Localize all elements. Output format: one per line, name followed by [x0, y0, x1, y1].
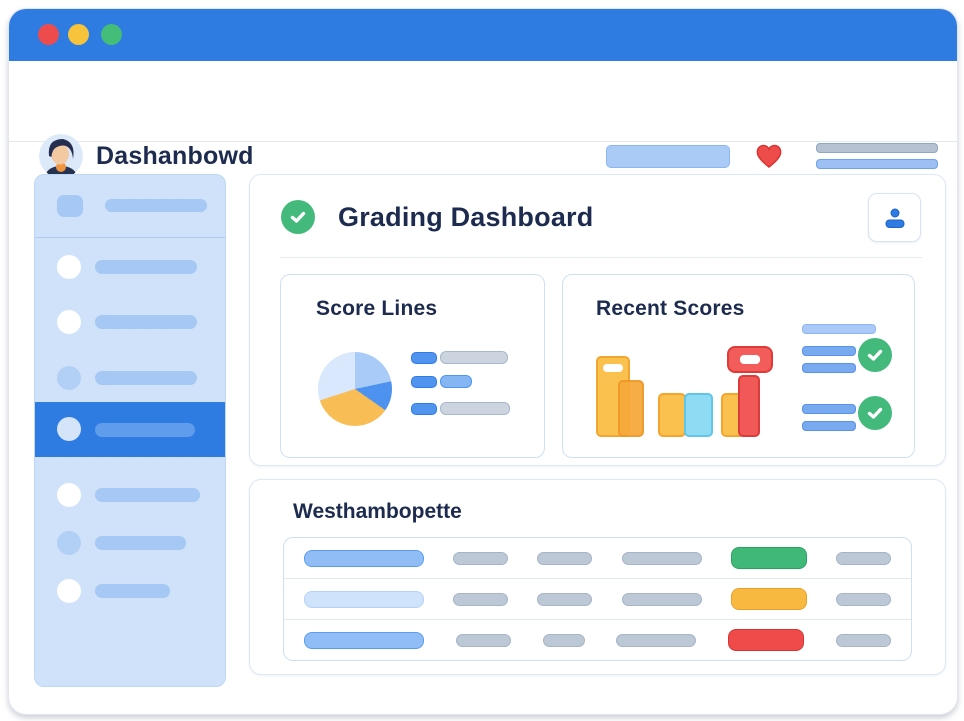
- badge-slot: [740, 355, 760, 364]
- sidebar-item-bullet: [57, 483, 81, 507]
- legend-pill: [411, 352, 437, 364]
- sidebar-item-label-placeholder: [95, 423, 195, 437]
- sidebar-item-bullet: [57, 255, 81, 279]
- sidebar-item-7[interactable]: [35, 567, 225, 615]
- user-avatar[interactable]: [39, 134, 83, 178]
- sidebar-item-label-placeholder: [95, 315, 197, 329]
- header-action-pill[interactable]: [606, 145, 730, 168]
- profile-button[interactable]: [868, 193, 921, 242]
- bar-yellow: [658, 393, 686, 437]
- page-title: Grading Dashboard: [338, 202, 594, 232]
- card-title: Recent Scores: [596, 297, 745, 320]
- status-badge-yellow: [730, 588, 807, 610]
- app-header: Dashanbowd: [9, 61, 957, 178]
- text-line-placeholder: [802, 324, 876, 334]
- text-line-placeholder: [802, 346, 856, 356]
- sidebar-item-bullet: [57, 417, 81, 441]
- table-panel: Westhambopette: [249, 479, 946, 675]
- status-badge-red: [728, 629, 805, 651]
- sidebar-item-label-placeholder: [95, 536, 186, 550]
- row-cell-placeholder: [455, 633, 511, 647]
- sidebar-item-bullet: [57, 531, 81, 555]
- table-row[interactable]: [284, 619, 911, 660]
- browser-window: Dashanbowd: [8, 8, 958, 715]
- text-line-placeholder: [802, 404, 856, 414]
- person-icon: [885, 208, 904, 228]
- sidebar-item-2[interactable]: [35, 298, 225, 346]
- row-label-placeholder: [304, 590, 424, 608]
- check-circle-icon: [858, 338, 892, 372]
- zoom-window-button[interactable]: [101, 24, 122, 45]
- score-lines-card: Score Lines: [280, 274, 545, 458]
- sidebar-item-4-active[interactable]: [35, 402, 225, 457]
- row-cell-placeholder: [453, 592, 509, 606]
- row-cell-placeholder: [542, 633, 585, 647]
- window-titlebar: [9, 9, 957, 61]
- bar-orange: [618, 380, 644, 437]
- row-cell-placeholder: [537, 592, 593, 606]
- row-label-placeholder: [304, 631, 424, 649]
- sidebar-logo-icon: [57, 195, 83, 217]
- sidebar-item-label-placeholder: [95, 488, 200, 502]
- sidebar-item-bullet: [57, 310, 81, 334]
- avatar-illustration: [39, 134, 83, 178]
- text-line-placeholder: [802, 363, 856, 373]
- recent-scores-card: Recent Scores: [562, 274, 915, 458]
- sidebar-item-1[interactable]: [35, 243, 225, 291]
- legend-pill: [411, 376, 437, 388]
- sidebar-item-label-placeholder: [95, 260, 197, 274]
- app-title: Dashanbowd: [96, 142, 254, 170]
- menu-line-bottom[interactable]: [816, 159, 938, 169]
- sidebar-item-label-placeholder: [95, 371, 197, 385]
- bar-cyan: [684, 393, 713, 437]
- legend-bar-placeholder: [440, 402, 510, 415]
- check-circle-icon: [281, 200, 315, 234]
- row-cell-placeholder: [835, 633, 891, 647]
- sidebar-nav: [34, 174, 226, 687]
- sidebar-item-3[interactable]: [35, 354, 225, 402]
- row-cell-placeholder: [835, 592, 891, 606]
- bar-slot: [603, 364, 623, 372]
- sidebar-item-label-placeholder: [95, 584, 170, 598]
- row-cell-placeholder: [453, 551, 509, 565]
- row-cell-placeholder: [835, 551, 891, 565]
- legend-bar-placeholder: [440, 351, 508, 364]
- sidebar-divider: [35, 237, 225, 238]
- minimize-window-button[interactable]: [68, 24, 89, 45]
- row-cell-placeholder: [621, 592, 702, 606]
- menu-line-top[interactable]: [816, 143, 938, 153]
- row-cell-placeholder: [537, 551, 593, 565]
- sidebar-item-bullet: [57, 366, 81, 390]
- row-cell-placeholder: [616, 633, 697, 647]
- check-circle-icon: [858, 396, 892, 430]
- legend-bar-placeholder: [440, 375, 472, 388]
- data-table: [283, 537, 912, 661]
- sidebar-item-5[interactable]: [35, 471, 225, 519]
- table-row[interactable]: [284, 538, 911, 578]
- dashboard-panel: Grading Dashboard Score Lines Recent Sco…: [249, 174, 946, 466]
- panel-divider: [280, 257, 922, 258]
- pie-chart: [318, 352, 392, 426]
- sidebar-item-6[interactable]: [35, 519, 225, 567]
- heart-icon[interactable]: [755, 143, 783, 169]
- table-row[interactable]: [284, 578, 911, 619]
- text-line-placeholder: [802, 421, 856, 431]
- legend-pill: [411, 403, 437, 415]
- sidebar-header-label-placeholder: [105, 199, 207, 212]
- sidebar-item-bullet: [57, 579, 81, 603]
- close-window-button[interactable]: [38, 24, 59, 45]
- row-cell-placeholder: [621, 551, 702, 565]
- table-title: Westhambopette: [293, 500, 462, 523]
- row-label-placeholder: [304, 549, 424, 567]
- status-badge-green: [730, 547, 807, 569]
- card-title: Score Lines: [316, 297, 438, 320]
- bar-red: [738, 375, 760, 437]
